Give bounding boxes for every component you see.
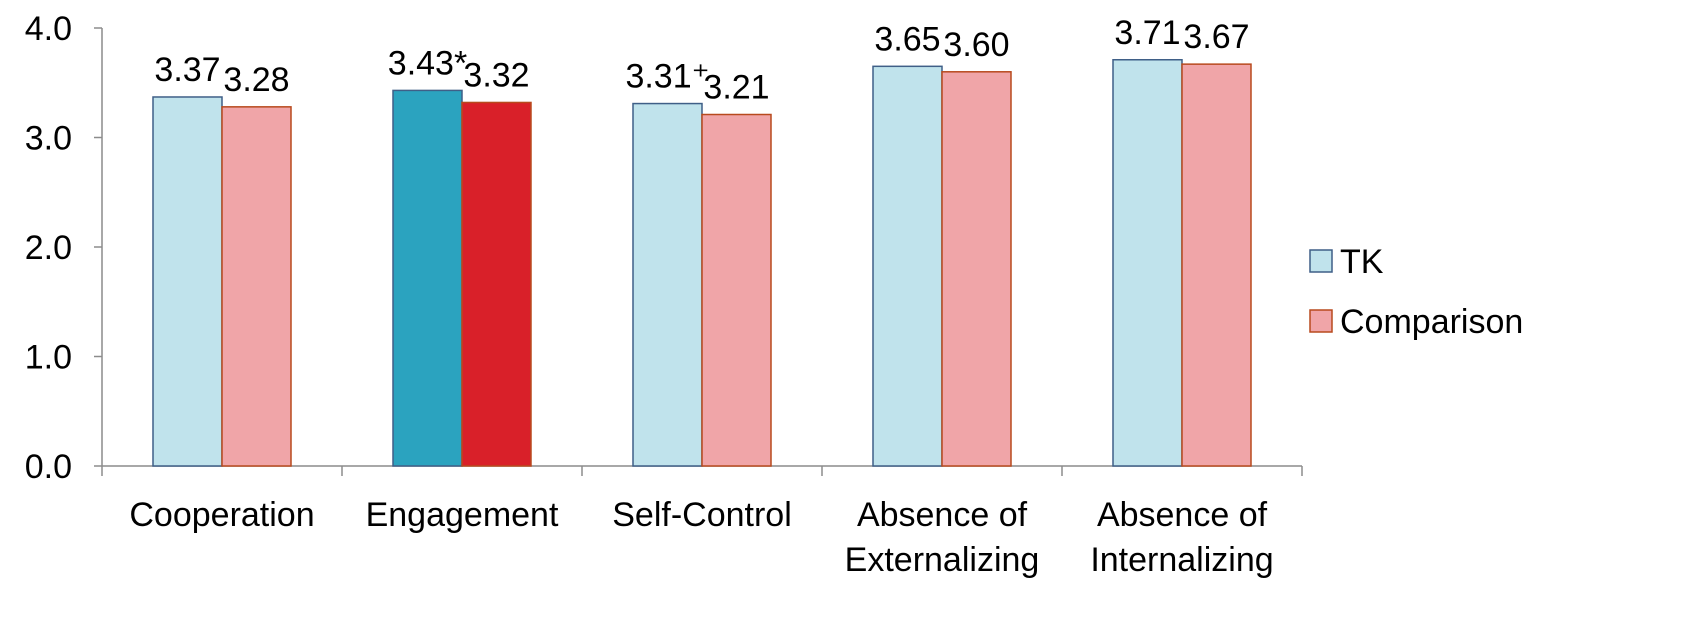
value-label-tk-absence-of-internalizing: 3.71 [1114,14,1180,52]
bar-tk-absence-of-internalizing [1112,59,1183,467]
value-label-comparison-absence-of-internalizing: 3.67 [1183,18,1249,56]
legend-swatch-tk [1309,249,1333,273]
value-label-comparison-engagement: 3.32 [463,56,529,94]
legend-label-tk: TK [1340,243,1384,281]
bar-comparison-cooperation [221,106,292,467]
value-labels: 3.37 3.28 3.43*3.32 3.31⁺3.21 3.65 3.60 3.71 3.… [154,14,1249,107]
bar-tk-cooperation [152,96,223,467]
bar-comparison-absence-of-internalizing [1181,63,1252,467]
value-label-comparison-cooperation: 3.28 [223,61,289,99]
value-label-tk-engagement: 3.43* [388,44,467,82]
legend-swatch-comparison [1309,309,1333,333]
legend: TK Comparison [1309,243,1523,341]
y-tick-label: 0.0 [25,448,72,486]
x-category-label-absence-of-externalizing: Externalizing [845,541,1040,579]
y-tick-label: 1.0 [25,339,72,377]
value-label-comparison-absence-of-externalizing: 3.60 [943,26,1009,64]
y-tick-label: 2.0 [25,229,72,267]
x-category-label-absence-of-externalizing: Absence of [857,496,1028,534]
y-tick-label: 3.0 [25,120,72,158]
legend-label-comparison: Comparison [1340,303,1523,341]
x-category-label-self-control: Self-Control [612,496,792,534]
bar-tk-absence-of-externalizing [872,65,943,467]
bar-comparison-engagement [461,101,532,467]
x-axis-category-labels: Cooperation Engagement Self-Control Absence… [129,496,1273,579]
x-category-label-cooperation: Cooperation [129,496,314,534]
bar-comparison-absence-of-externalizing [941,71,1012,467]
bar-tk-engagement [392,89,463,467]
value-label-tk-cooperation: 3.37 [154,51,220,89]
value-label-tk-self-control: 3.31⁺ [625,58,709,96]
bars [152,59,1252,467]
y-axis-tick-labels: 0.0 1.0 2.0 3.0 4.0 [25,10,72,486]
x-category-label-engagement: Engagement [366,496,559,534]
value-label-comparison-self-control: 3.21 [703,69,769,107]
x-category-label-absence-of-internalizing: Absence of [1097,496,1268,534]
x-category-label-absence-of-internalizing: Internalizing [1090,541,1273,579]
bar-tk-self-control [632,102,703,467]
y-tick-label: 4.0 [25,10,72,48]
value-label-tk-absence-of-externalizing: 3.65 [874,20,940,58]
bar-comparison-self-control [701,113,772,467]
